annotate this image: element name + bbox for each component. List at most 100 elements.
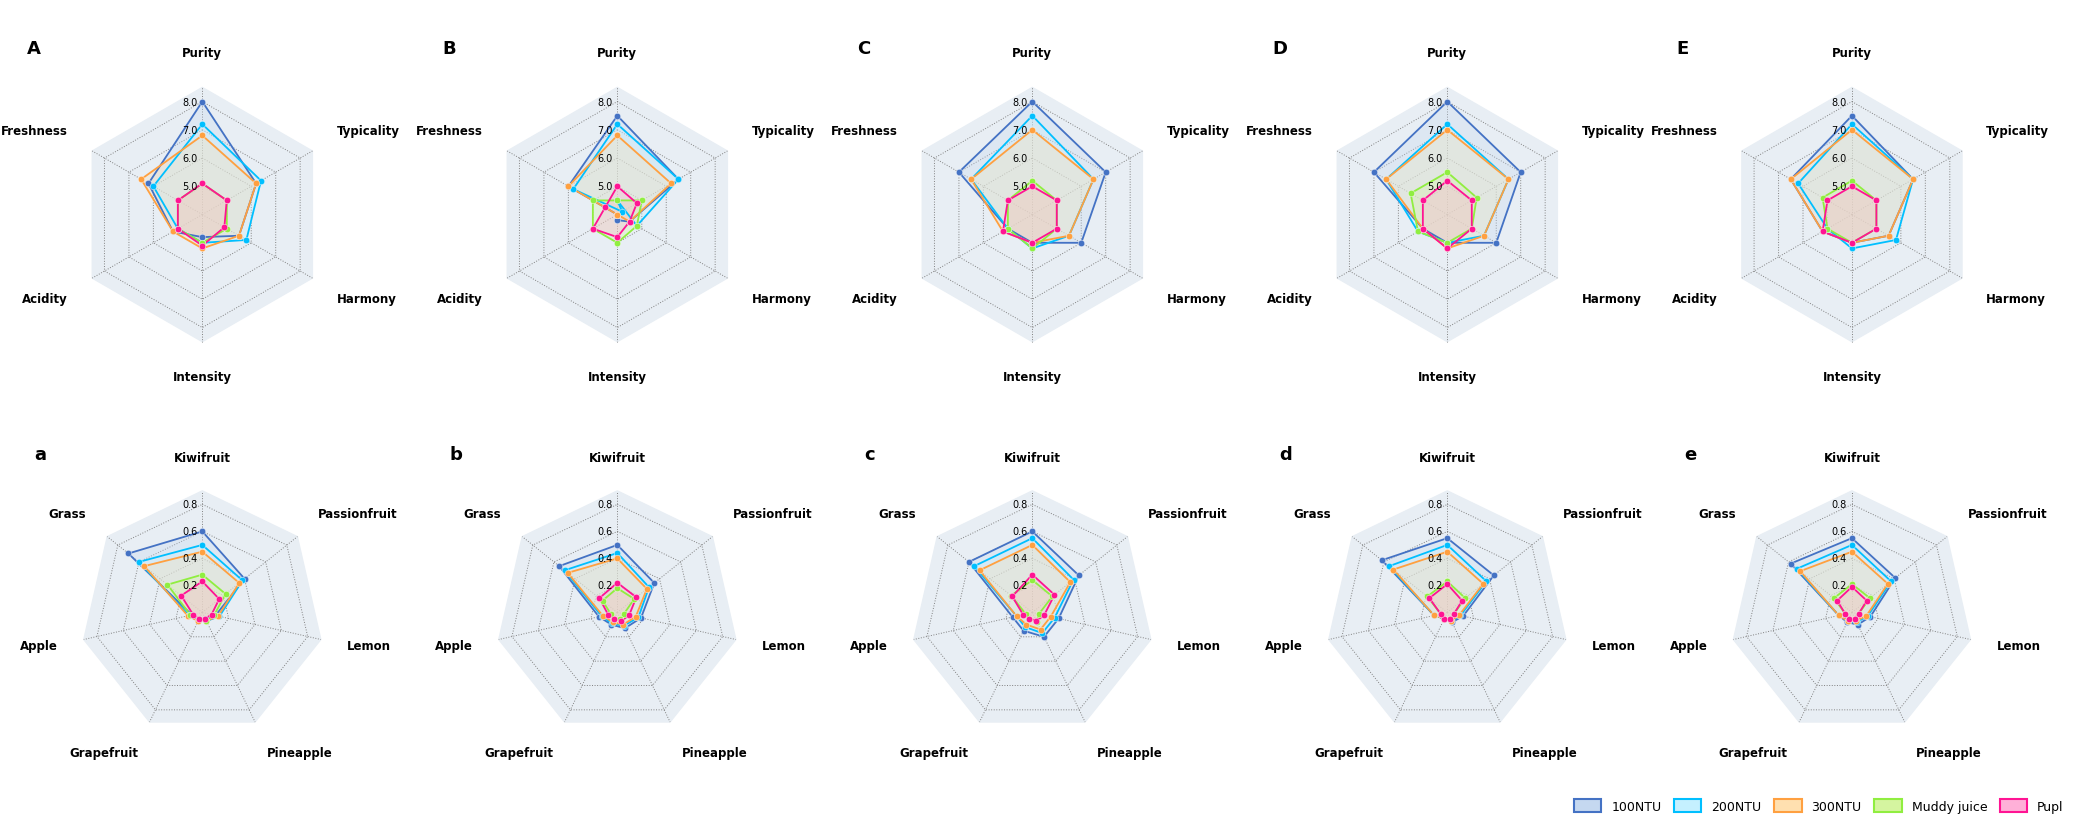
Text: 0.2: 0.2 (1428, 580, 1442, 590)
Point (185, 118, 218, 132)
Point (1077, 173, 1110, 186)
Text: Grass: Grass (48, 508, 87, 520)
Point (1784, 565, 1818, 578)
Point (1017, 175, 1048, 188)
Point (1479, 237, 1513, 250)
Point (156, 225, 189, 238)
Polygon shape (83, 491, 322, 722)
Point (1033, 610, 1067, 623)
Point (1017, 243, 1048, 256)
Point (637, 576, 670, 590)
Point (1832, 614, 1865, 628)
Text: Pineapple: Pineapple (1098, 746, 1162, 759)
Point (1052, 230, 1085, 243)
Point (606, 619, 639, 632)
Point (1077, 173, 1110, 186)
Point (1834, 181, 1868, 194)
Point (604, 614, 637, 628)
Text: Intensity: Intensity (1002, 370, 1062, 383)
Point (602, 214, 635, 228)
Point (1413, 592, 1446, 605)
Polygon shape (1423, 181, 1471, 249)
Point (1897, 173, 1930, 186)
Point (1811, 223, 1845, 236)
Text: 0.6: 0.6 (1013, 527, 1027, 537)
Point (602, 195, 635, 208)
Point (996, 590, 1029, 604)
Point (1436, 616, 1469, 629)
Point (210, 195, 243, 208)
Point (1407, 195, 1440, 208)
Text: 5.0: 5.0 (1013, 182, 1027, 192)
Point (596, 619, 629, 632)
Text: E: E (1677, 40, 1689, 58)
Text: Purity: Purity (1832, 47, 1872, 60)
Point (602, 576, 635, 590)
Point (593, 608, 627, 621)
Polygon shape (1822, 181, 1876, 243)
Polygon shape (1382, 538, 1494, 623)
Point (1828, 608, 1861, 621)
Point (187, 568, 220, 581)
Polygon shape (593, 201, 641, 243)
Text: Acidity: Acidity (23, 293, 68, 306)
Text: Acidity: Acidity (1672, 293, 1718, 306)
Point (1006, 609, 1040, 622)
Text: 0.8: 0.8 (598, 500, 612, 510)
Point (1832, 612, 1865, 625)
Point (1477, 569, 1511, 582)
Polygon shape (600, 583, 637, 621)
Point (1006, 624, 1040, 638)
Point (602, 195, 635, 208)
Point (1008, 608, 1042, 621)
Point (185, 237, 218, 250)
Text: Acidity: Acidity (853, 293, 898, 306)
Text: Intensity: Intensity (1822, 370, 1882, 383)
Point (185, 243, 218, 256)
Point (174, 609, 208, 622)
Point (1822, 609, 1855, 623)
Polygon shape (1834, 585, 1870, 619)
Text: Harmony: Harmony (336, 293, 396, 306)
Text: D: D (1272, 40, 1286, 58)
Point (577, 223, 610, 236)
Point (1432, 166, 1465, 180)
Point (1017, 539, 1048, 552)
Point (1407, 223, 1440, 236)
Point (577, 195, 610, 208)
Polygon shape (1836, 587, 1868, 619)
Point (1872, 230, 1905, 243)
Point (189, 612, 222, 625)
Point (662, 173, 695, 186)
Polygon shape (1386, 125, 1509, 243)
Point (185, 130, 218, 143)
Point (124, 173, 158, 186)
Point (189, 614, 222, 628)
Text: Grass: Grass (1293, 508, 1332, 520)
Text: Kiwifruit: Kiwifruit (1004, 451, 1060, 465)
Point (195, 609, 228, 622)
Text: Typicality: Typicality (751, 125, 815, 137)
Text: 8.0: 8.0 (1832, 98, 1847, 108)
Text: Lemon: Lemon (762, 639, 805, 652)
Point (1370, 173, 1403, 186)
Polygon shape (91, 89, 313, 342)
Point (183, 614, 216, 628)
Text: A: A (27, 40, 42, 58)
Text: Typicality: Typicality (1166, 125, 1230, 137)
Point (583, 592, 616, 605)
Point (1838, 612, 1872, 625)
Point (183, 612, 216, 625)
Polygon shape (1791, 538, 1894, 625)
Point (156, 225, 189, 238)
Point (612, 216, 645, 229)
Text: 6.0: 6.0 (598, 154, 612, 164)
Polygon shape (1791, 131, 1913, 243)
Polygon shape (560, 546, 654, 628)
Point (596, 617, 629, 630)
Point (1469, 575, 1502, 588)
Point (208, 221, 241, 234)
Point (1411, 590, 1444, 604)
Point (612, 609, 645, 622)
Polygon shape (1801, 552, 1888, 621)
